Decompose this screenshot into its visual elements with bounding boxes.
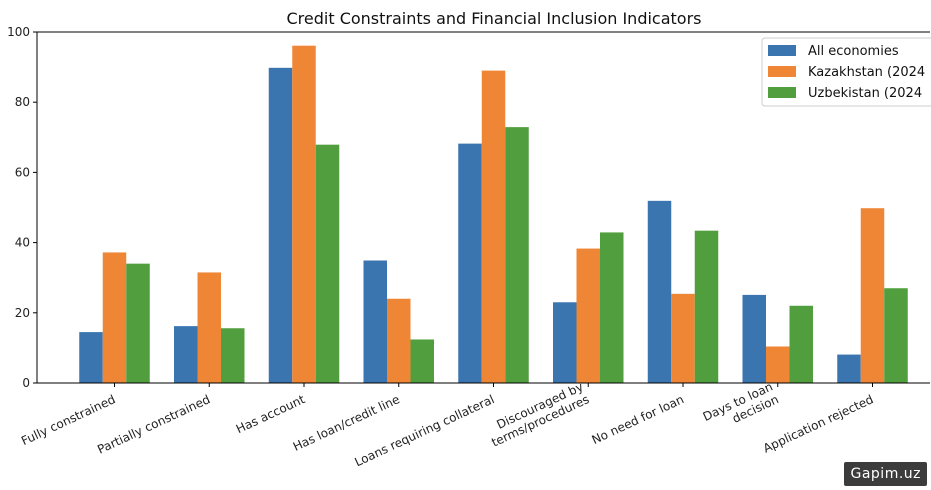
legend-swatch-1 <box>768 45 796 56</box>
bar-3-2 <box>221 328 245 383</box>
bar-3-9 <box>884 288 908 383</box>
bar-3-8 <box>789 305 813 383</box>
bar-2-7 <box>671 293 695 383</box>
bar-3-6 <box>600 232 624 383</box>
x-tick-label-3: Has account <box>234 392 307 436</box>
y-tick-label-3: 40 <box>15 236 30 250</box>
bar-3-4 <box>410 339 434 383</box>
x-tick-label-line: Has account <box>234 392 307 436</box>
y-tick-label-5: 80 <box>15 95 30 109</box>
bar-2-3 <box>292 45 316 384</box>
bar-2-4 <box>387 298 411 383</box>
bar-3-7 <box>694 230 719 383</box>
bar-2-8 <box>766 346 790 383</box>
legend-label-2: Kazakhstan (2024 <box>808 65 925 80</box>
bar-1-2 <box>174 326 198 383</box>
x-tick-label-7: No need for loan <box>590 392 686 447</box>
legend-swatch-3 <box>768 87 796 98</box>
bar-2-2 <box>197 272 221 383</box>
bar-1-6 <box>553 302 577 383</box>
bar-1-9 <box>837 354 861 383</box>
x-tick-label-line: No need for loan <box>590 392 686 447</box>
y-tick-label-2: 20 <box>15 306 30 320</box>
bar-1-8 <box>742 294 766 383</box>
bar-2-9 <box>860 208 885 383</box>
bar-2-1 <box>102 252 127 383</box>
legend: All economies Kazakhstan (2024 Uzbekistan … <box>761 37 931 107</box>
bar-2-5 <box>481 70 506 384</box>
bars-group <box>79 45 908 384</box>
x-tick-label-8: Days to loandecision <box>701 379 781 436</box>
watermark-badge: Gapim.uz <box>844 462 927 486</box>
legend-label-3: Uzbekistan (2024 <box>808 86 922 101</box>
y-ticks-group: 0 20 40 60 80 100 <box>7 25 37 390</box>
legend-swatch-2 <box>768 66 796 77</box>
bar-1-4 <box>363 260 387 383</box>
bar-3-3 <box>315 144 340 383</box>
bar-1-3 <box>268 67 293 383</box>
y-tick-label-4: 60 <box>15 165 30 179</box>
chart-title: Credit Constraints and Financial Inclusi… <box>287 9 702 28</box>
x-tick-label-6: Discouraged byterms/procedures <box>483 379 591 449</box>
bar-1-1 <box>79 332 103 383</box>
bar-1-5 <box>458 143 482 383</box>
legend-frame <box>761 37 931 107</box>
y-tick-label-1: 0 <box>22 376 30 390</box>
y-tick-label-6: 100 <box>7 25 30 39</box>
bar-3-5 <box>505 127 529 383</box>
bar-1-7 <box>647 200 672 383</box>
axes-group <box>36 31 930 384</box>
legend-label-1: All economies <box>808 44 899 59</box>
bar-2-6 <box>576 248 600 383</box>
bar-3-1 <box>126 263 150 383</box>
